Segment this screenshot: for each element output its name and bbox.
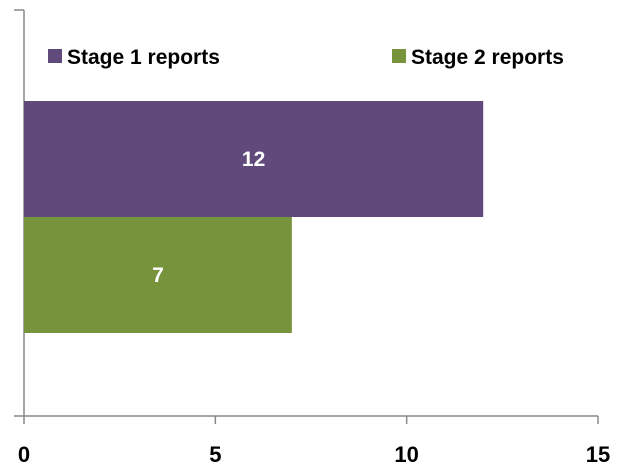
legend: Stage 1 reports Stage 2 reports (48, 46, 564, 69)
x-tick-label: 0 (18, 442, 30, 467)
bars: 12 7 (24, 101, 484, 333)
x-tick-label: 15 (586, 442, 610, 467)
legend-label: Stage 1 reports (67, 46, 220, 69)
bar-value-label: 12 (242, 148, 265, 171)
x-tick-label: 5 (209, 442, 221, 467)
legend-swatch (48, 49, 62, 63)
axes: 0 5 10 15 (14, 9, 610, 467)
legend-swatch (392, 49, 406, 63)
bar-value-label: 7 (152, 264, 164, 287)
legend-label: Stage 2 reports (411, 46, 564, 69)
bar-1 (24, 101, 484, 217)
bar-2 (24, 217, 292, 333)
x-tick-label: 10 (394, 442, 418, 467)
